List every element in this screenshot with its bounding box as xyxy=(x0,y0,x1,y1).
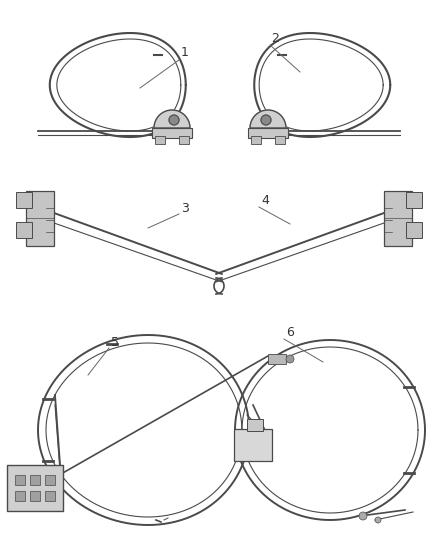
Bar xyxy=(268,354,286,364)
Text: 2: 2 xyxy=(271,31,279,44)
FancyBboxPatch shape xyxy=(234,429,272,461)
Bar xyxy=(247,419,263,431)
Bar xyxy=(155,136,165,144)
Circle shape xyxy=(359,512,367,520)
Bar xyxy=(15,475,25,485)
Bar xyxy=(30,475,40,485)
Bar xyxy=(406,222,422,238)
Bar xyxy=(15,491,25,501)
Bar xyxy=(30,491,40,501)
Circle shape xyxy=(261,115,271,125)
Text: 1: 1 xyxy=(181,45,189,59)
Bar xyxy=(251,136,261,144)
FancyBboxPatch shape xyxy=(7,465,63,511)
Text: 6: 6 xyxy=(286,327,294,340)
Bar xyxy=(275,136,285,144)
Wedge shape xyxy=(154,110,190,128)
Bar xyxy=(384,191,412,246)
Text: 5: 5 xyxy=(111,335,119,349)
Bar xyxy=(248,128,288,138)
Circle shape xyxy=(169,115,179,125)
Bar xyxy=(152,128,192,138)
Bar xyxy=(16,222,32,238)
Bar xyxy=(16,192,32,208)
Wedge shape xyxy=(250,110,286,128)
Bar xyxy=(179,136,189,144)
Bar xyxy=(406,192,422,208)
Bar xyxy=(45,491,55,501)
Text: 3: 3 xyxy=(181,201,189,214)
Bar xyxy=(26,191,54,246)
Circle shape xyxy=(375,517,381,523)
Text: 4: 4 xyxy=(261,193,269,206)
Circle shape xyxy=(286,355,294,363)
Bar xyxy=(45,475,55,485)
